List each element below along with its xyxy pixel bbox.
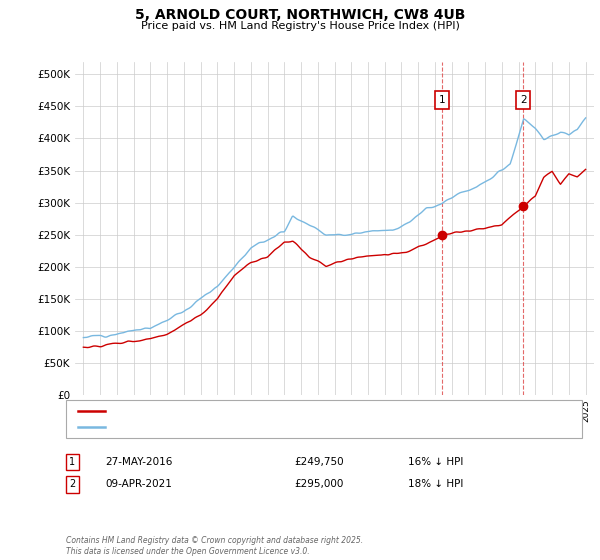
- Text: 5, ARNOLD COURT, NORTHWICH, CW8 4UB: 5, ARNOLD COURT, NORTHWICH, CW8 4UB: [135, 8, 465, 22]
- Text: 18% ↓ HPI: 18% ↓ HPI: [408, 479, 463, 489]
- Text: Price paid vs. HM Land Registry's House Price Index (HPI): Price paid vs. HM Land Registry's House …: [140, 21, 460, 31]
- Text: 16% ↓ HPI: 16% ↓ HPI: [408, 457, 463, 467]
- Text: Contains HM Land Registry data © Crown copyright and database right 2025.
This d: Contains HM Land Registry data © Crown c…: [66, 536, 363, 556]
- Text: HPI: Average price, detached house, Cheshire West and Chester: HPI: Average price, detached house, Ches…: [111, 422, 425, 432]
- Text: 1: 1: [69, 457, 75, 467]
- Text: £249,750: £249,750: [294, 457, 344, 467]
- Text: 2: 2: [520, 95, 526, 105]
- Text: 27-MAY-2016: 27-MAY-2016: [105, 457, 172, 467]
- Text: 09-APR-2021: 09-APR-2021: [105, 479, 172, 489]
- Text: 2: 2: [69, 479, 75, 489]
- Text: 5, ARNOLD COURT, NORTHWICH, CW8 4UB (detached house): 5, ARNOLD COURT, NORTHWICH, CW8 4UB (det…: [111, 405, 410, 416]
- Text: £295,000: £295,000: [294, 479, 343, 489]
- Text: 1: 1: [439, 95, 445, 105]
